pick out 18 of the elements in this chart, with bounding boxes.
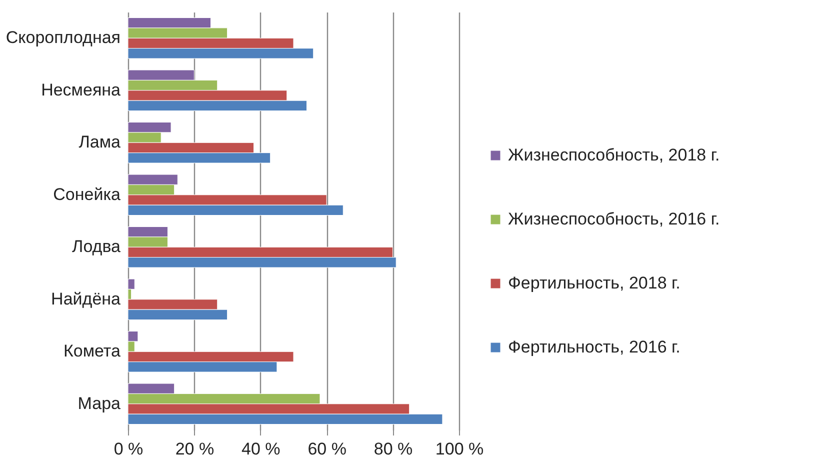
y-tick-label: Мара: [78, 394, 122, 413]
x-tick-label: 0 %: [114, 440, 144, 458]
y-tick-label: Комета: [64, 342, 122, 361]
x-tick-label: 20 %: [175, 440, 214, 458]
legend-label: Жизнеспособность, 2016 г.: [508, 210, 720, 228]
x-tick-label: 100 %: [435, 440, 484, 458]
y-tick-label: Скороплодная: [6, 28, 120, 48]
legend-label: Жизнеспособность, 2018 г.: [508, 146, 720, 164]
legend-label: Фертильность, 2016 г.: [508, 338, 680, 356]
y-tick-label: Лама: [78, 132, 122, 152]
x-tick-label: 80 %: [374, 440, 413, 458]
x-tick-label: 60 %: [308, 440, 346, 458]
legend-label: Фертильность, 2018 г.: [508, 274, 680, 292]
y-tick-label: Найдёна: [51, 289, 122, 308]
y-tick-label: Лодва: [72, 237, 122, 256]
y-tick-label: Сонейка: [53, 184, 122, 204]
y-tick-label: Несмеяна: [41, 80, 122, 100]
x-tick-label: 40 %: [242, 440, 280, 458]
